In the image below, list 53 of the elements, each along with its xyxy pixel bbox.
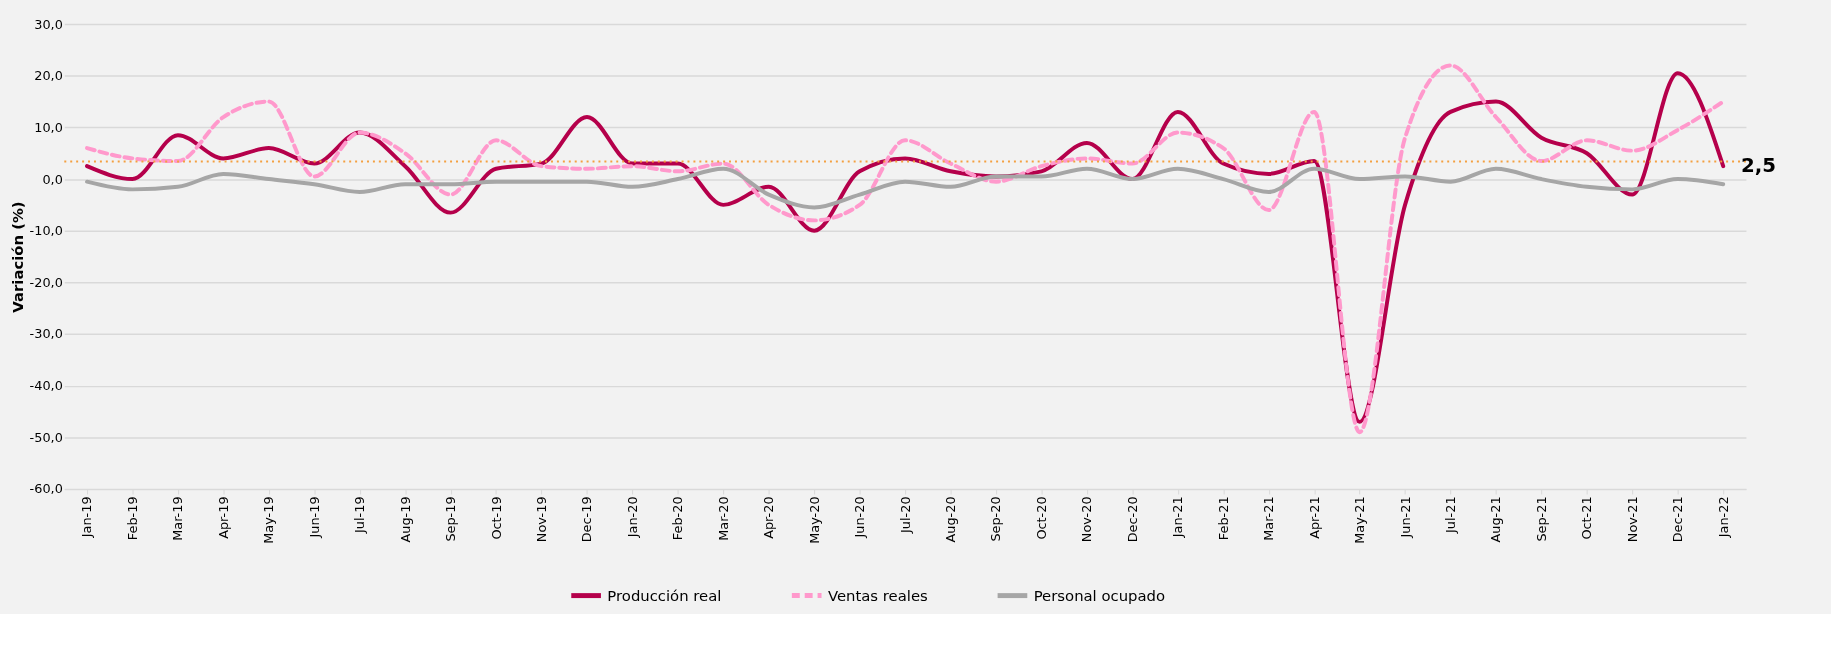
x-tick-label: Feb-20 xyxy=(670,496,686,541)
x-tick-label: Mar-20 xyxy=(715,496,731,541)
x-tick-label: Jan-22 xyxy=(1715,496,1731,539)
y-tick-label: -30,0 xyxy=(29,326,63,342)
x-tick-label: Jan-21 xyxy=(1170,496,1186,539)
y-tick-label: 30,0 xyxy=(34,16,63,32)
x-tick-label: Apr-20 xyxy=(761,496,777,539)
x-tick-label: Apr-19 xyxy=(215,496,231,539)
x-tick-label: Jul-19 xyxy=(352,496,368,534)
y-tick-label: -60,0 xyxy=(29,481,63,497)
x-tick-label: Aug-20 xyxy=(943,496,959,543)
y-axis-title: Variación (%) xyxy=(8,201,26,313)
x-tick-label: Dec-19 xyxy=(579,496,595,543)
y-tick-label: 10,0 xyxy=(34,119,63,135)
y-tick-label: -50,0 xyxy=(29,429,63,445)
x-tick-label: Oct-21 xyxy=(1579,496,1595,540)
x-tick-label: Mar-19 xyxy=(170,496,186,541)
x-tick-label: Sep-19 xyxy=(443,496,459,542)
legend-label: Ventas reales xyxy=(827,586,928,604)
x-tick-label: Aug-19 xyxy=(397,496,413,543)
data-label: 2,5 xyxy=(1741,154,1777,178)
x-tick-label: Dec-20 xyxy=(1124,496,1140,543)
y-tick-label: -10,0 xyxy=(29,223,63,239)
x-tick-label: Apr-21 xyxy=(1306,496,1322,539)
x-tick-label: Mar-21 xyxy=(1261,496,1277,541)
x-tick-label: Jun-19 xyxy=(306,496,322,539)
x-tick-label: Jan-19 xyxy=(79,496,95,539)
y-tick-label: -20,0 xyxy=(29,274,63,290)
x-tick-label: Jan-20 xyxy=(624,496,640,539)
x-tick-label: Jul-20 xyxy=(897,496,913,534)
x-tick-label: Jun-21 xyxy=(1397,496,1413,539)
y-tick-label: -40,0 xyxy=(29,378,63,394)
x-tick-label: Feb-21 xyxy=(1215,496,1231,541)
x-tick-label: Jul-21 xyxy=(1442,496,1458,534)
x-tick-label: Feb-19 xyxy=(124,496,140,541)
x-tick-label: Aug-21 xyxy=(1488,496,1504,543)
x-tick-label: Oct-20 xyxy=(1033,496,1049,540)
y-tick-label: 0,0 xyxy=(42,171,63,187)
x-tick-label: Sep-20 xyxy=(988,496,1004,542)
y-tick-label: 20,0 xyxy=(34,68,63,84)
x-tick-label: Oct-19 xyxy=(488,496,504,540)
x-tick-label: May-20 xyxy=(806,496,822,544)
x-tick-label: Sep-21 xyxy=(1533,496,1549,542)
x-tick-label: Nov-21 xyxy=(1624,496,1640,543)
x-tick-label: Nov-20 xyxy=(1079,496,1095,543)
x-tick-label: May-21 xyxy=(1352,496,1368,544)
legend-label: Producción real xyxy=(607,586,722,604)
legend-label: Personal ocupado xyxy=(1033,586,1166,604)
x-tick-label: Jun-20 xyxy=(852,496,868,539)
x-tick-label: Nov-19 xyxy=(533,496,549,543)
line-series xyxy=(85,166,1726,210)
x-tick-label: May-19 xyxy=(261,496,277,544)
x-tick-label: Dec-21 xyxy=(1670,496,1686,543)
